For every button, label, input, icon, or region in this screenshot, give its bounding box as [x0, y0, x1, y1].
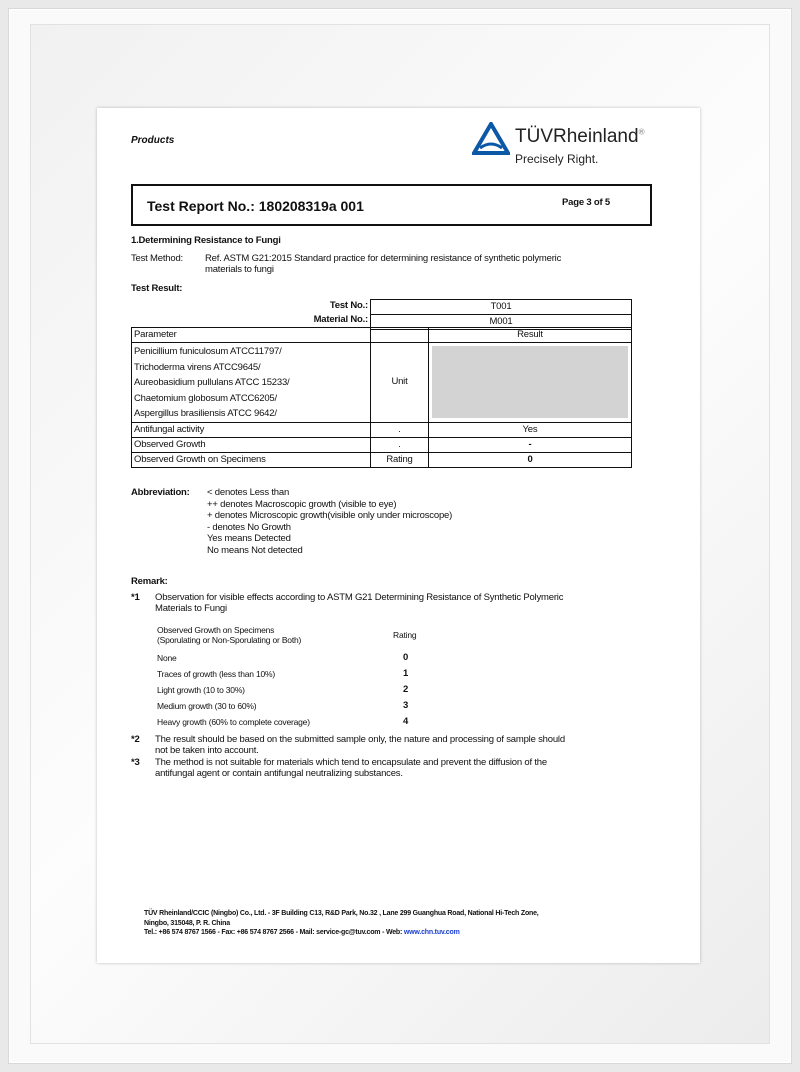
remark-number: *1	[131, 592, 140, 603]
test-no-label: Test No.:	[329, 300, 368, 311]
footer-contact: Tel.: +86 574 8767 1566 - Fax: +86 574 8…	[144, 929, 404, 936]
result: 0	[428, 451, 632, 468]
table-row: Penicillium funiculosum ATCC11797/ Trich…	[131, 342, 632, 423]
abbreviation-item: No means Not detected	[207, 544, 303, 556]
remark-text: not be taken into account.	[155, 745, 259, 756]
rating-value: 4	[403, 716, 409, 727]
abbreviation-label: Abbreviation:	[131, 487, 190, 498]
abbreviation-item: + denotes Microscopic growth(visible onl…	[207, 510, 453, 521]
abbreviation-list: < denotes Less than ++ denotes Macroscop…	[207, 487, 452, 556]
remark-text: Materials to Fungi	[155, 603, 227, 614]
test-no-value: T001	[370, 299, 632, 315]
material-no-label: Material No.:	[313, 314, 369, 325]
table-header-row: Parameter Result	[131, 327, 632, 343]
method-text-2: materials to fungi	[205, 264, 274, 275]
footer-address: TÜV Rheinland/CCIC (Ningbo) Co., Ltd. - …	[144, 910, 539, 917]
rating-value: 0	[403, 652, 409, 663]
section-label: Products	[131, 135, 175, 146]
abbreviation-item: ++ denotes Macroscopic growth (visible t…	[207, 498, 397, 510]
page-number: Page 3 of 5	[562, 197, 610, 208]
parameter: Antifungal activity	[131, 421, 371, 438]
report-title: Test Report No.: 180208319a 001	[147, 198, 364, 214]
tuv-logo-icon	[472, 122, 510, 155]
remark-text: antifungal agent or contain antifungal n…	[155, 768, 403, 779]
rating-col-header: Rating	[393, 630, 417, 640]
result: Yes	[428, 421, 632, 438]
parameter: Observed Growth	[131, 436, 371, 453]
remark-text: The result should be based on the submit…	[155, 734, 565, 745]
abbreviation-item: - denotes No Growth	[207, 521, 291, 533]
table-row: Antifungal activity. Yes	[131, 421, 632, 438]
unit: Rating	[370, 451, 429, 468]
rating-value: 2	[403, 684, 409, 695]
rating-label: Medium growth (30 to 60%)	[157, 701, 257, 711]
remark-number: *3	[131, 757, 140, 768]
organism: Chaetomium globosum ATCC6205/	[134, 392, 277, 404]
parameter: Observed Growth on Specimens	[131, 451, 371, 468]
rating-header: Observed Growth on Specimens	[157, 625, 275, 635]
table-row: Observed Growth. -	[131, 436, 632, 453]
organism: Aspergillus brasiliensis ATCC 9642/	[134, 408, 277, 419]
col-result: Result	[428, 327, 632, 343]
document-page	[97, 108, 700, 963]
rating-value: 3	[403, 700, 409, 711]
footer: TÜV Rheinland/CCIC (Ningbo) Co., Ltd. - …	[144, 909, 539, 938]
rating-values: 0 1 2 3 4	[403, 650, 408, 730]
result-label: Test Result:	[131, 283, 183, 294]
footer-city: Ningbo, 315048, P. R. China	[144, 919, 230, 927]
method-label: Test Method:	[131, 253, 183, 264]
rating-label: Heavy growth (60% to complete coverage)	[157, 717, 310, 727]
rating-label: Traces of growth (less than 10%)	[157, 669, 276, 679]
unit: .	[370, 436, 429, 453]
col-parameter: Parameter	[131, 327, 371, 343]
remark-label: Remark:	[131, 576, 168, 587]
abbreviation-item: < denotes Less than	[207, 487, 290, 498]
brand-tagline: Precisely Right.	[515, 152, 599, 166]
organism: Penicillium funiculosum ATCC11797/	[134, 346, 282, 357]
abbreviation-item: Yes means Detected	[207, 533, 291, 544]
result-table: Parameter Result Penicillium funiculosum …	[131, 327, 632, 468]
sample-id-table: T001 M001	[370, 299, 632, 330]
remark-number: *2	[131, 734, 140, 745]
unit-cell: Unit	[370, 342, 429, 423]
rating-value: 1	[403, 668, 409, 679]
rating-labels: None Traces of growth (less than 10%) Li…	[157, 650, 310, 730]
organism: Aureobasidium pullulans ATCC 15233/	[134, 377, 290, 388]
rating-label: Light growth (10 to 30%)	[157, 685, 245, 695]
result: -	[428, 436, 632, 453]
rating-label: None	[157, 653, 177, 663]
rating-header-sub: (Sporulating or Non-Sporulating or Both)	[157, 635, 302, 645]
redacted-area	[432, 346, 628, 419]
website-link[interactable]: www.chn.tuv.com	[403, 929, 460, 936]
brand-name: TÜVRheinland®	[515, 126, 645, 147]
organism: Trichoderma virens ATCC9645/	[134, 361, 261, 373]
table-row: Observed Growth on Specimens Rating 0	[131, 451, 632, 468]
remark-text: The method is not suitable for materials…	[155, 757, 547, 768]
report-title-box	[131, 184, 652, 226]
remark-text: Observation for visible effects accordin…	[155, 592, 564, 603]
method-text: Ref. ASTM G21:2015 Standard practice for…	[205, 253, 562, 264]
unit: .	[370, 421, 429, 438]
section-heading: 1.Determining Resistance to Fungi	[131, 235, 281, 246]
